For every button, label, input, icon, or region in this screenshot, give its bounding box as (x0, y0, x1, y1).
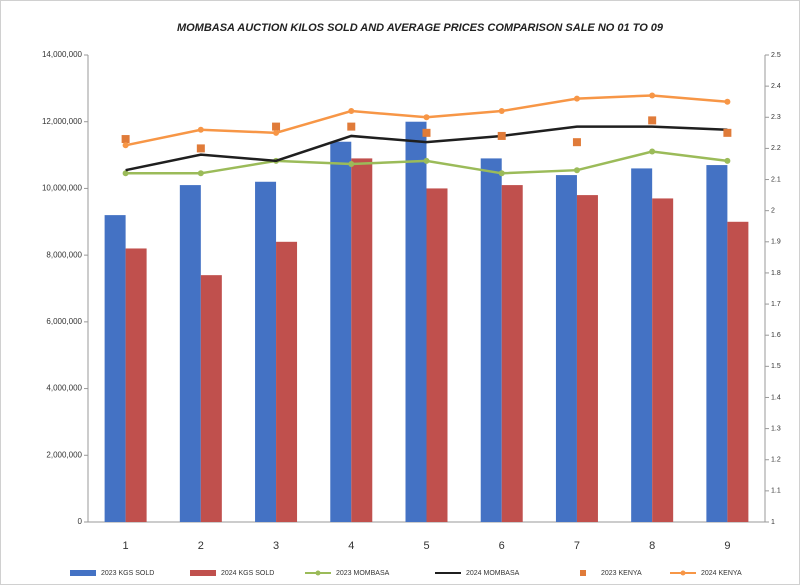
y2-tick-label: 2.3 (771, 114, 781, 121)
point (121, 135, 130, 144)
bar (104, 215, 126, 522)
x-tick-label: 4 (348, 540, 354, 552)
line-marker (197, 170, 204, 177)
line-marker (348, 108, 355, 115)
x-tick-label: 6 (499, 540, 505, 552)
y-tick-label: 8,000,000 (46, 250, 82, 259)
line-marker (649, 148, 656, 155)
y2-tick-label: 1.8 (771, 270, 781, 277)
line-marker (197, 126, 204, 133)
bar (576, 195, 598, 522)
bar (706, 165, 728, 523)
bar (652, 198, 674, 522)
y2-tick-label: 1.2 (771, 457, 781, 464)
point (723, 128, 732, 137)
point (648, 116, 657, 125)
y2-tick-label: 1.5 (771, 363, 781, 370)
legend-label: 2024 KGS SOLD (221, 570, 274, 577)
legend-label: 2023 KGS SOLD (101, 570, 154, 577)
y2-tick-label: 2.1 (771, 176, 781, 183)
bar (426, 188, 448, 522)
line-marker (423, 157, 430, 164)
y-tick-label: 6,000,000 (46, 317, 82, 326)
bar (179, 185, 201, 523)
y2-tick-label: 2.5 (771, 52, 781, 59)
legend-label: 2024 KENYA (701, 570, 742, 577)
legend-label: 2024 MOMBASA (466, 570, 520, 577)
legend-marker (315, 570, 321, 576)
line-marker (573, 167, 580, 174)
x-tick-label: 2 (198, 540, 204, 552)
x-tick-label: 3 (273, 540, 279, 552)
legend-label: 2023 MOMBASA (336, 570, 390, 577)
line (125, 125, 728, 172)
point (272, 122, 281, 131)
line-marker (573, 95, 580, 102)
y2-tick-label: 2.4 (771, 83, 781, 90)
y-tick-label: 0 (78, 517, 83, 526)
point (497, 131, 506, 140)
line-marker (724, 157, 731, 164)
bar (480, 158, 502, 522)
y2-tick-label: 1.4 (771, 394, 781, 401)
line-marker (498, 108, 505, 115)
bar (330, 141, 352, 522)
line-marker (724, 98, 731, 105)
y2-tick-label: 1 (771, 519, 775, 526)
line-marker (122, 142, 129, 149)
x-tick-label: 8 (649, 540, 655, 552)
legend-label: 2023 KENYA (601, 570, 642, 577)
point (422, 128, 431, 137)
x-tick-label: 9 (724, 540, 730, 552)
bar (200, 275, 222, 522)
bar (631, 168, 653, 522)
legend-marker (680, 570, 686, 576)
legend-swatch (70, 570, 96, 576)
line-marker (649, 92, 656, 99)
y2-tick-label: 2 (771, 208, 775, 215)
point (572, 138, 581, 147)
y-tick-label: 2,000,000 (46, 450, 82, 459)
line-marker (423, 114, 430, 121)
y2-tick-label: 2.2 (771, 145, 781, 152)
line-marker (273, 129, 280, 136)
x-tick-label: 7 (574, 540, 580, 552)
bar (727, 221, 749, 523)
legend-swatch (190, 570, 216, 576)
y-tick-label: 4,000,000 (46, 384, 82, 393)
y2-tick-label: 1.9 (771, 239, 781, 246)
y2-tick-label: 1.6 (771, 332, 781, 339)
line-marker (122, 170, 129, 177)
x-tick-label: 1 (123, 540, 129, 552)
legend-swatch (580, 570, 586, 576)
y-tick-label: 14,000,000 (42, 50, 83, 59)
bar (501, 185, 523, 523)
y2-tick-label: 1.7 (771, 301, 781, 308)
x-tick-label: 5 (423, 540, 429, 552)
bar (555, 175, 577, 523)
point (347, 122, 356, 131)
chart-title: MOMBASA AUCTION KILOS SOLD AND AVERAGE P… (177, 22, 664, 34)
y2-tick-label: 1.1 (771, 488, 781, 495)
bar (405, 121, 427, 522)
line-marker (498, 170, 505, 177)
y2-tick-label: 1.3 (771, 425, 781, 432)
line-marker (348, 160, 355, 167)
y-tick-label: 12,000,000 (42, 117, 83, 126)
bar (125, 248, 147, 522)
bar (276, 241, 298, 523)
y-tick-label: 10,000,000 (42, 184, 83, 193)
point (196, 144, 205, 153)
bar (255, 181, 277, 522)
bar (351, 158, 373, 522)
